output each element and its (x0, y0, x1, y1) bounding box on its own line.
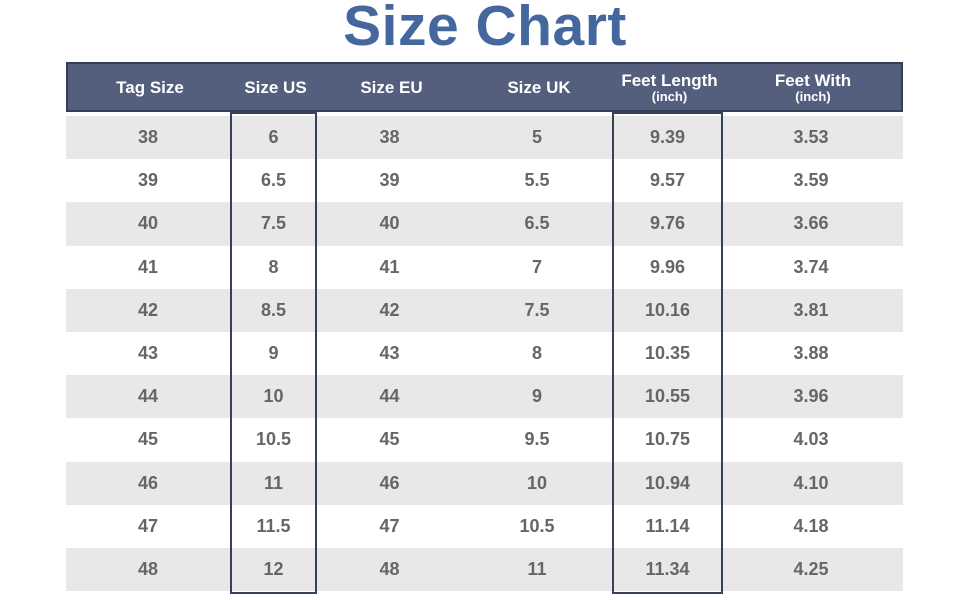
table-cell: 7.5 (260, 213, 287, 234)
table-cell: 10 (263, 386, 284, 407)
table-row: 48 12 48 11 11.34 4.25 (66, 547, 903, 592)
column-header-label: Size EU (360, 77, 423, 97)
column-header-feet-with: Feet With (inch) (725, 64, 901, 110)
table-cell: 40 (379, 213, 400, 234)
table-cell: 6.5 (260, 170, 287, 191)
column-header-label: Feet Length (621, 71, 718, 90)
table-cell: 43 (379, 342, 400, 363)
table-row: 38 6 38 5 9.39 3.53 (66, 116, 903, 160)
table-cell: 48 (379, 558, 400, 579)
table-cell: 8 (268, 256, 279, 277)
table-cell: 7 (531, 256, 542, 277)
table-cell: 10.16 (644, 299, 691, 320)
column-header-label: Size US (244, 77, 307, 97)
table-cell: 11.5 (256, 515, 291, 536)
table-cell: 10.35 (644, 342, 691, 363)
table-cell: 41 (379, 256, 400, 277)
table-cell: 12 (263, 558, 284, 579)
table-cell: 11.14 (645, 515, 690, 536)
table-cell: 7.5 (524, 299, 550, 320)
column-header-size-us: Size US (232, 64, 319, 110)
table-cell: 10.55 (644, 386, 691, 407)
table-cell: 38 (137, 127, 159, 147)
table-header-row: Tag Size Size US Size EU Size UK Feet Le… (66, 62, 903, 112)
column-header-feet-length: Feet Length (inch) (614, 64, 725, 110)
column-header-sublabel: (inch) (795, 89, 831, 104)
table-cell: 10.75 (644, 429, 691, 450)
column-header-tag-size: Tag Size (68, 64, 232, 110)
table-cell: 44 (137, 386, 159, 407)
table-row: 39 6.5 39 5.5 9.57 3.59 (66, 159, 903, 203)
table-cell: 6.5 (524, 213, 550, 234)
table-cell: 3.81 (793, 299, 829, 320)
table-cell: 44 (379, 386, 400, 407)
table-cell: 5 (531, 127, 542, 147)
table-cell: 39 (137, 170, 159, 191)
column-header-label: Feet With (774, 71, 852, 90)
page-title: Size Chart (343, 0, 627, 58)
table-cell: 46 (379, 472, 400, 493)
table-cell: 4.10 (793, 472, 829, 493)
column-header-label: Tag Size (116, 77, 184, 97)
table-row: 40 7.5 40 6.5 9.76 3.66 (66, 202, 903, 246)
table-cell: 3.53 (793, 127, 829, 147)
table-cell: 9 (268, 342, 279, 363)
table-cell: 3.88 (793, 342, 829, 363)
table-cell: 9.5 (524, 429, 550, 450)
table-cell: 4.18 (793, 515, 829, 536)
column-header-label: Size UK (507, 77, 571, 97)
table-cell: 9.76 (649, 213, 686, 234)
table-cell: 42 (379, 299, 400, 320)
table-cell: 3.59 (793, 170, 829, 191)
table-cell: 47 (137, 515, 159, 536)
table-cell: 40 (137, 213, 159, 234)
table-cell: 5.5 (524, 170, 550, 191)
table-row: 46 11 46 10 10.94 4.10 (66, 461, 903, 505)
table-cell: 10.94 (644, 472, 691, 493)
table-cell: 11 (527, 558, 547, 579)
table-row: 44 10 44 9 10.55 3.96 (66, 375, 903, 419)
table-cell: 8 (531, 342, 542, 363)
table-cell: 4.25 (793, 558, 829, 579)
table-row: 45 10.5 45 9.5 10.75 4.03 (66, 418, 903, 462)
size-chart-table: Tag Size Size US Size EU Size UK Feet Le… (66, 62, 903, 595)
table-cell: 9.57 (649, 170, 686, 191)
table-cell: 10.5 (519, 515, 555, 536)
table-cell: 45 (137, 429, 159, 450)
table-row: 42 8.5 42 7.5 10.16 3.81 (66, 288, 903, 332)
table-cell: 41 (137, 256, 159, 277)
table-cell: 3.96 (793, 386, 829, 407)
table-cell: 4.03 (793, 429, 829, 450)
table-row: 41 8 41 7 9.96 3.74 (66, 245, 903, 289)
table-cell: 9.39 (649, 127, 686, 147)
table-cell: 11.34 (645, 558, 690, 579)
table-cell: 6 (268, 127, 279, 147)
column-header-size-eu: Size EU (319, 64, 464, 110)
column-header-sublabel: (inch) (651, 89, 688, 104)
table-cell: 10.5 (255, 429, 292, 450)
table-body: 38 6 38 5 9.39 3.53 39 6.5 39 5.5 9.57 3… (66, 112, 903, 595)
table-cell: 9.96 (649, 256, 686, 277)
table-cell: 3.66 (793, 213, 829, 234)
table-cell: 3.74 (793, 256, 829, 277)
column-header-size-uk: Size UK (464, 64, 614, 110)
table-cell: 11 (263, 472, 284, 493)
table-cell: 42 (137, 299, 159, 320)
table-cell: 45 (379, 429, 400, 450)
table-cell: 9 (531, 386, 542, 407)
table-cell: 8.5 (260, 299, 287, 320)
table-cell: 47 (379, 515, 400, 536)
table-row: 43 9 43 8 10.35 3.88 (66, 331, 903, 376)
table-cell: 10 (526, 472, 548, 493)
table-cell: 38 (379, 127, 400, 147)
table-cell: 39 (379, 170, 400, 191)
table-cell: 43 (137, 342, 159, 363)
table-cell: 46 (137, 472, 159, 493)
table-row: 47 11.5 47 10.5 11.14 4.18 (66, 504, 903, 548)
table-cell: 48 (137, 558, 159, 579)
